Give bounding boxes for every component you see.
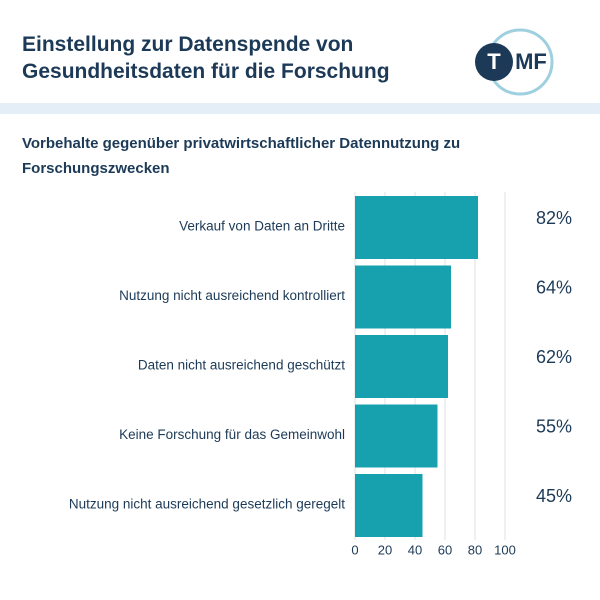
value-label: 62% bbox=[536, 347, 572, 367]
x-tick-label: 60 bbox=[438, 542, 452, 557]
value-label: 64% bbox=[536, 277, 572, 297]
x-tick-label: 100 bbox=[494, 542, 516, 557]
x-tick-label: 20 bbox=[378, 542, 392, 557]
value-label: 45% bbox=[536, 486, 572, 506]
y-tick-label: Nutzung nicht ausreichend gesetzlich ger… bbox=[69, 497, 345, 512]
x-tick-label: 40 bbox=[408, 542, 422, 557]
logo: T MF bbox=[475, 28, 554, 96]
bar bbox=[355, 404, 438, 468]
bar bbox=[355, 474, 423, 537]
bar bbox=[355, 335, 448, 398]
value-label: 82% bbox=[536, 208, 572, 228]
bar bbox=[355, 265, 451, 329]
y-tick-label: Keine Forschung für das Gemeinwohl bbox=[119, 427, 345, 442]
logo-letters: MF bbox=[515, 49, 547, 74]
y-tick-label: Nutzung nicht ausreichend kontrolliert bbox=[119, 288, 345, 303]
value-label: 55% bbox=[536, 416, 572, 436]
y-tick-label: Verkauf von Daten an Dritte bbox=[179, 219, 345, 234]
chart-subtitle: Vorbehalte gegenüber privatwirtschaftlic… bbox=[22, 135, 461, 177]
bar bbox=[355, 196, 478, 259]
logo-letter: T bbox=[487, 49, 501, 74]
logo-circle bbox=[475, 43, 513, 81]
x-tick-label: 0 bbox=[351, 542, 358, 557]
y-tick-label: Daten nicht ausreichend geschützt bbox=[138, 358, 345, 373]
divider-band bbox=[0, 103, 600, 114]
chart-title: Einstellung zur Datenspende von Gesundhe… bbox=[22, 33, 390, 83]
x-tick-label: 80 bbox=[468, 542, 482, 557]
